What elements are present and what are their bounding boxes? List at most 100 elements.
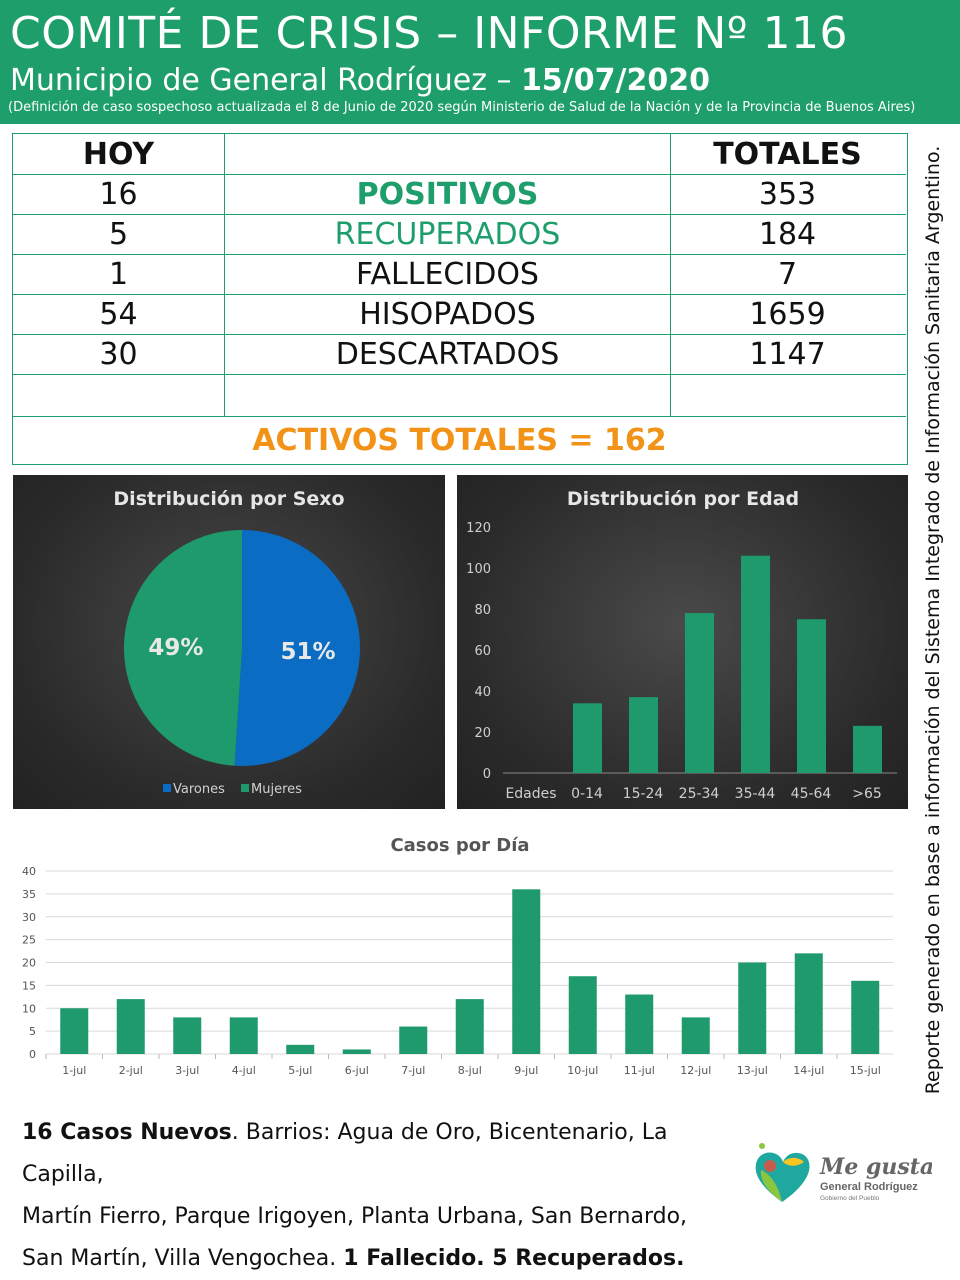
daily-bar-14-jul [794, 953, 823, 1054]
daily-bar-15-jul [851, 980, 880, 1054]
sex-chart-title: Distribución por Sexo [113, 488, 344, 510]
daily-ytick-label: 5 [29, 1025, 36, 1038]
age-xtick-label: 35-44 [735, 786, 776, 802]
daily-xtick-label: 2-jul [119, 1064, 143, 1077]
report-subtitle: Municipio de General Rodríguez – 15/07/2… [10, 62, 710, 100]
pie-label-mujeres: 49% [148, 635, 203, 661]
legend-swatch-mujeres [241, 784, 249, 792]
table-row: 1 FALLECIDOS 7 [13, 254, 906, 294]
definition-note: (Definición de caso sospechoso actualiza… [8, 100, 916, 115]
daily-ytick-label: 25 [22, 934, 36, 947]
daily-xtick-label: 1-jul [62, 1064, 86, 1077]
daily-xtick-label: 14-jul [793, 1064, 824, 1077]
empty-cell [669, 375, 906, 416]
sex-chart-panel: Distribución por Sexo 51% 49% Varones Muje… [13, 475, 445, 809]
age-ytick-label: 0 [483, 767, 491, 782]
daily-ytick-label: 35 [22, 888, 36, 901]
age-xtick-label: 25-34 [679, 786, 720, 802]
header-empty [224, 134, 671, 174]
age-bar-chart: Distribución por Edad 0 20 40 60 80 100 120 Eda… [466, 488, 897, 802]
daily-cases-chart: Casos por Día 0 5 10 15 20 25 30 35 40 1-jul 2-ju… [22, 835, 893, 1077]
table-row: 30 DESCARTADOS 1147 [13, 334, 906, 374]
age-bar-45-64 [797, 619, 826, 773]
daily-bar-11-jul [625, 994, 654, 1054]
label-descartados: DESCARTADOS [224, 335, 671, 374]
empty-cell [224, 375, 671, 416]
side-note-text: Reporte generado en base a información d… [922, 145, 944, 1095]
daily-bar-5-jul [286, 1044, 315, 1054]
header-totales: TOTALES [713, 136, 862, 172]
daily-xtick-label: 15-jul [850, 1064, 881, 1077]
daily-bar-3-jul [173, 1017, 202, 1054]
logo-name: General Rodríguez [820, 1181, 918, 1193]
pie-slice-mujeres [123, 530, 242, 766]
age-ytick-label: 80 [474, 603, 491, 618]
table-row: 16 POSITIVOS 353 [13, 174, 906, 214]
age-chart-title: Distribución por Edad [567, 488, 799, 510]
hoy-descartados: 30 [99, 337, 138, 372]
report-header: COMITÉ DE CRISIS – INFORME Nº 116 Munici… [0, 0, 960, 124]
age-bar-25-34 [685, 613, 714, 773]
pie-label-varones: 51% [281, 639, 336, 665]
table-header-row: HOY TOTALES [13, 134, 906, 174]
age-bar-15-24 [629, 697, 658, 773]
legend-label-mujeres: Mujeres [251, 782, 302, 797]
age-xtick-label: 45-64 [791, 786, 832, 802]
daily-bar-1-jul [60, 1008, 89, 1054]
report-title: COMITÉ DE CRISIS – INFORME Nº 116 [10, 8, 848, 59]
hoy-positivos: 16 [99, 177, 138, 212]
deaths-recovered: 1 Fallecido. 5 Recuperados. [343, 1246, 685, 1271]
new-cases-count: 16 Casos Nuevos [22, 1120, 232, 1145]
daily-bar-9-jul [512, 889, 541, 1054]
daily-bar-12-jul [681, 1017, 710, 1054]
daily-xtick-label: 3-jul [175, 1064, 199, 1077]
activos-totales: ACTIVOS TOTALES = 162 [13, 416, 906, 464]
total-positivos: 353 [758, 177, 817, 212]
daily-bar-13-jul [738, 962, 767, 1054]
total-hisopados: 1659 [749, 297, 826, 332]
age-xtick-label: >65 [852, 786, 882, 802]
footer-line-3: San Martín, Villa Vengochea. 1 Fallecido… [22, 1238, 742, 1280]
footer-summary: 16 Casos Nuevos. Barrios: Agua de Oro, B… [22, 1112, 742, 1280]
daily-ytick-label: 30 [22, 911, 36, 924]
legend-label-varones: Varones [173, 782, 225, 797]
daily-chart-title: Casos por Día [390, 835, 529, 856]
total-recuperados: 184 [758, 217, 817, 252]
heart-logo-icon: Me gusta General Rodríguez Gobierno del … [755, 1143, 934, 1202]
empty-cell [13, 375, 224, 416]
logo-tagline: Gobierno del Pueblo [820, 1195, 880, 1202]
hoy-hisopados: 54 [99, 297, 138, 332]
footer-line-2: Martín Fierro, Parque Irigoyen, Planta U… [22, 1204, 688, 1229]
label-recuperados: RECUPERADOS [224, 215, 671, 254]
hoy-recuperados: 5 [108, 217, 129, 252]
age-ytick-label: 40 [474, 685, 491, 700]
municipio-label: Municipio de General Rodríguez – [10, 63, 522, 98]
age-ytick-label: 100 [466, 562, 491, 577]
age-chart-panel: Distribución por Edad 0 20 40 60 80 100 120 Eda… [457, 475, 908, 809]
legend-swatch-varones [163, 784, 171, 792]
daily-xtick-label: 7-jul [401, 1064, 425, 1077]
table-row: 54 HISOPADOS 1659 [13, 294, 906, 334]
barrios-text-3: San Martín, Villa Vengochea. [22, 1246, 344, 1271]
table-row-empty [13, 374, 906, 416]
label-fallecidos: FALLECIDOS [224, 255, 671, 294]
table-row: 5 RECUPERADOS 184 [13, 214, 906, 254]
daily-xtick-label: 10-jul [567, 1064, 598, 1077]
age-bar->65 [853, 725, 882, 773]
label-hisopados: HISOPADOS [224, 295, 671, 334]
daily-xtick-label: 12-jul [680, 1064, 711, 1077]
age-ytick-label: 20 [474, 726, 491, 741]
logo-script: Me gusta [819, 1154, 932, 1180]
barrios-text-1: . Barrios: Agua de Oro, Bicentenario, La… [22, 1120, 668, 1187]
header-hoy: HOY [82, 136, 155, 172]
daily-ytick-label: 0 [29, 1048, 36, 1061]
label-positivos: POSITIVOS [224, 175, 671, 214]
age-xtick-label: 15-24 [623, 786, 664, 802]
daily-xtick-label: 13-jul [737, 1064, 768, 1077]
daily-bar-8-jul [455, 999, 484, 1054]
stats-table: HOY TOTALES 16 POSITIVOS 353 5 RECUPERAD… [12, 133, 908, 465]
age-ytick-label: 120 [466, 521, 491, 536]
age-xtick-label: 0-14 [571, 786, 603, 802]
daily-xtick-label: 11-jul [624, 1064, 655, 1077]
daily-ytick-label: 40 [22, 865, 36, 878]
